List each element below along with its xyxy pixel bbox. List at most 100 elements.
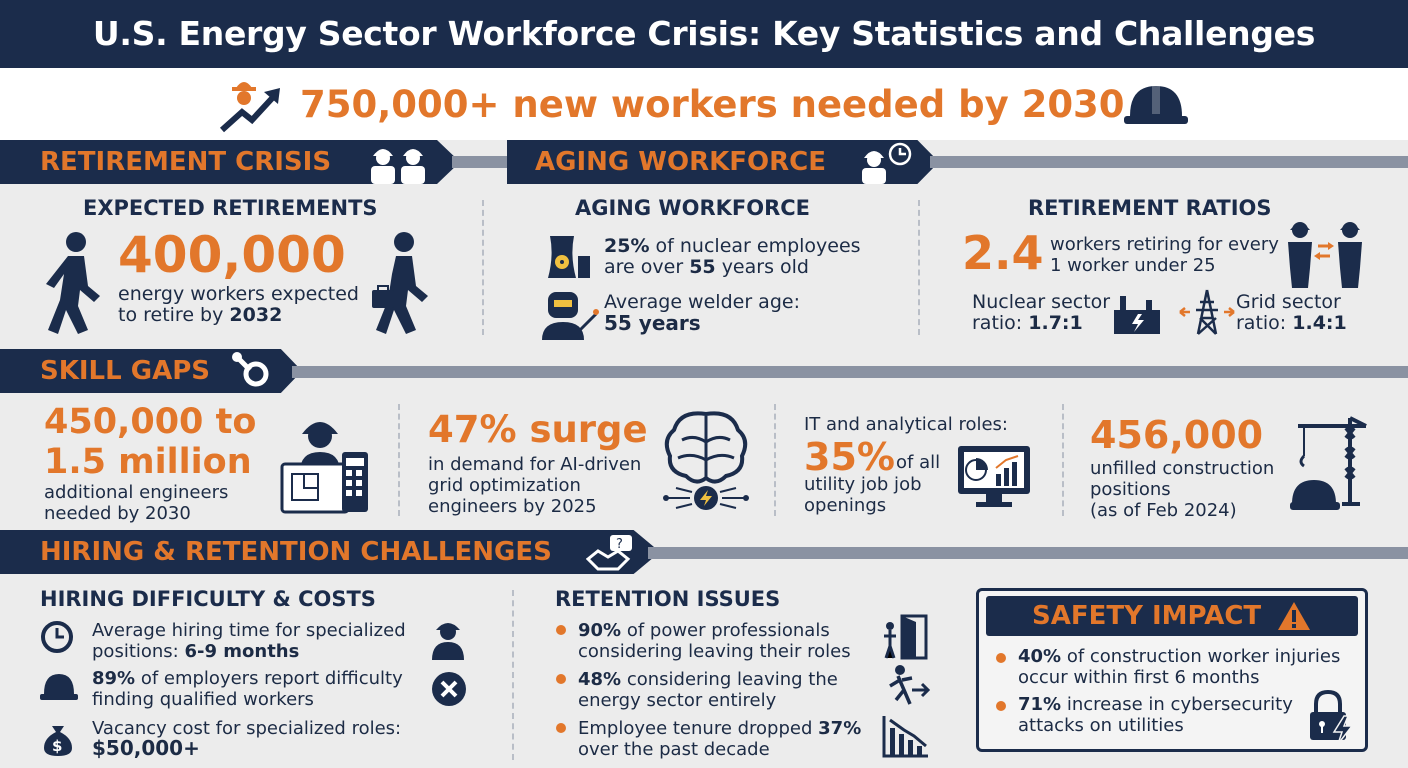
tenure-tail: over the past decade: [578, 739, 770, 760]
column-divider: [774, 404, 776, 516]
nuclear-pct: 25%: [604, 235, 650, 257]
page-title: U.S. Energy Sector Workforce Crisis: Key…: [0, 0, 1408, 68]
retention-item-2: 48% considering leaving the energy secto…: [578, 669, 878, 711]
nuclear-tail: years old: [721, 256, 809, 278]
retirements-year: 2032: [229, 304, 283, 326]
safety-item-1-pct: 40%: [1018, 646, 1062, 667]
analytics-monitor-icon: [958, 446, 1030, 507]
safety-item-1: 40% of construction worker injuries occu…: [1018, 646, 1358, 688]
safety-item-2-pct: 71%: [1018, 694, 1062, 715]
bullet-dot: [996, 701, 1006, 711]
hiring-heading: HIRING DIFFICULTY & COSTS: [40, 587, 376, 611]
engineers-value-line2: 1.5 million: [44, 442, 252, 482]
ai-brain-icon: [663, 411, 749, 510]
column-divider: [398, 404, 400, 516]
hiring-difficulty-text: of employers report difficulty finding q…: [92, 668, 403, 710]
engineer-blueprint-icon: [280, 422, 368, 514]
nuclear-ratio-label: Nuclear sector ratio:: [972, 291, 1111, 334]
column-divider: [1062, 404, 1064, 516]
it-roles-desc-1: of all: [896, 452, 941, 473]
nuclear-text: of nuclear employees are over: [604, 235, 861, 278]
retirement-ratios-heading: RETIREMENT RATIOS: [1028, 196, 1272, 220]
retention-item-1-text: of power professionals considering leavi…: [578, 620, 851, 662]
warning-icon: [1278, 602, 1310, 630]
crane-hard-hat-icon: [1290, 416, 1367, 510]
wrench-gear-icon: [232, 352, 269, 387]
tenure-stat: Employee tenure dropped 37% over the pas…: [578, 718, 878, 760]
grid-ratio: Grid sector ratio: 1.4:1: [1236, 292, 1356, 334]
workers-icon: [371, 149, 425, 184]
expected-retirements-heading: EXPECTED RETIREMENTS: [83, 196, 378, 220]
section-label: HIRING & RETENTION CHALLENGES: [40, 537, 552, 567]
walking-person-icon: [46, 232, 100, 334]
power-tower-icon: [1179, 289, 1235, 335]
engineers-desc: additional engineers needed by 2030: [44, 482, 229, 524]
tenure-text: Employee tenure dropped: [578, 718, 813, 739]
divider-stripe: [292, 366, 1408, 378]
svg-text:?: ?: [616, 537, 623, 552]
safety-heading: SAFETY IMPACT: [1032, 601, 1262, 631]
vacancy-label: Vacancy cost for specialized roles:: [92, 718, 402, 739]
lock-lightning-icon: [1310, 690, 1354, 744]
construction-desc: unfilled construction positions: [1090, 458, 1275, 500]
headline: 750,000+ new workers needed by 2030: [300, 83, 1125, 126]
clock-icon: [41, 621, 73, 653]
engineers-value-line1: 450,000 to: [44, 402, 257, 442]
it-roles-label: IT and analytical roles:: [804, 414, 1008, 435]
retention-item-1-pct: 90%: [578, 620, 622, 641]
welder-age-label: Average welder age:: [604, 291, 800, 313]
ratio-desc: workers retiring for every 1 worker unde…: [1050, 234, 1279, 276]
safety-item-1-text: of construction worker injuries occur wi…: [1018, 646, 1341, 688]
exit-door-icon: [884, 614, 928, 660]
section-label: RETIREMENT CRISIS: [40, 147, 332, 177]
nuclear-plant-icon: [548, 236, 590, 278]
it-roles-desc-2: utility job job openings: [804, 474, 922, 516]
construction-value: 456,000: [1090, 413, 1264, 457]
power-plant-icon: [1114, 296, 1160, 334]
column-divider: [918, 200, 920, 335]
construction-note: (as of Feb 2024): [1090, 500, 1237, 521]
hiring-time: Average hiring time for specialized posi…: [92, 620, 412, 662]
retention-heading: RETENTION ISSUES: [555, 587, 781, 611]
safety-item-2: 71% increase in cybersecurity attacks on…: [1018, 694, 1308, 736]
worker-growth-icon: [219, 82, 280, 133]
welder-age-value: 55 years: [604, 311, 701, 335]
vacancy-value: $50,000+: [92, 736, 200, 760]
ai-surge-value: 47% surge: [428, 408, 648, 451]
aging-workforce-heading: AGING WORKFORCE: [575, 196, 811, 220]
divider-stripe: [452, 156, 512, 168]
nuclear-age-stat: 25% of nuclear employees are over 55 yea…: [604, 236, 884, 278]
divider-stripe: [930, 156, 1408, 168]
tenure-pct: 37%: [818, 718, 862, 739]
column-divider: [512, 590, 514, 760]
aging-worker-clock-icon: [862, 142, 912, 184]
it-roles-value: 35%: [804, 435, 895, 479]
safety-item-2-text: increase in cybersecurity attacks on uti…: [1018, 694, 1293, 736]
retirements-desc-text: energy workers expected to retire by: [118, 283, 359, 326]
section-label: AGING WORKFORCE: [535, 147, 826, 177]
x-circle-icon: [432, 672, 466, 706]
old-and-young-workers-icon: [1288, 222, 1362, 288]
section-aging-workforce: AGING WORKFORCE: [507, 140, 939, 184]
column-divider: [482, 200, 484, 335]
retention-item-1: 90% of power professionals considering l…: [578, 620, 878, 662]
nuclear-ratio-value: 1.7:1: [1028, 312, 1083, 334]
retirements-value: 400,000: [118, 226, 346, 284]
welder-icon: [542, 292, 599, 340]
hard-hat-small-icon: [40, 674, 78, 700]
handshake-icon: ?: [586, 535, 632, 571]
nuclear-age: 55: [689, 256, 716, 278]
worker-icon: [432, 623, 464, 660]
divider-stripe: [648, 547, 1408, 559]
ratio-value: 2.4: [962, 226, 1044, 280]
worker-with-briefcase-icon: [372, 232, 428, 334]
hiring-time-value: 6-9 months: [184, 641, 300, 662]
grid-ratio-value: 1.4:1: [1292, 312, 1347, 334]
retention-item-2-text: considering leaving the energy sector en…: [578, 669, 838, 711]
money-bag-icon: $: [44, 726, 72, 756]
retirements-desc: energy workers expected to retire by 203…: [118, 284, 368, 326]
hiring-difficulty-pct: 89%: [92, 668, 136, 689]
section-skill-gaps: SKILL GAPS: [0, 349, 302, 393]
bullet-dot: [556, 723, 566, 733]
section-label: SKILL GAPS: [40, 356, 210, 386]
